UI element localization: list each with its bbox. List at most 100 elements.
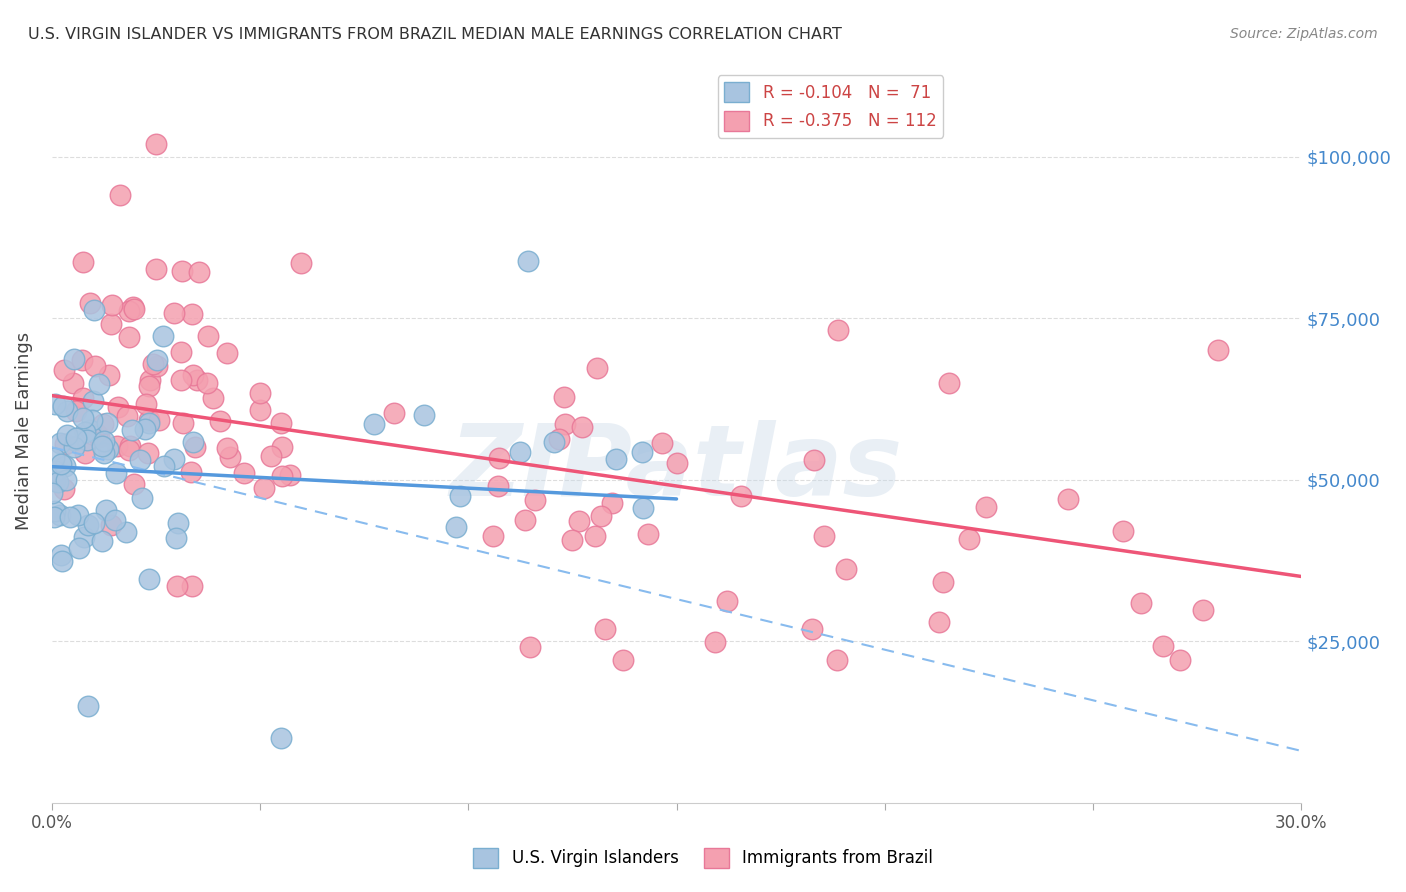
Point — [602, 496, 624, 510]
Point — [519, 640, 541, 655]
Point — [932, 575, 955, 590]
Point — [547, 432, 569, 446]
Point — [197, 376, 219, 391]
Point — [79, 423, 101, 437]
Point — [63, 351, 86, 366]
Point — [270, 417, 292, 431]
Point — [232, 467, 254, 481]
Point — [105, 467, 128, 481]
Point — [181, 307, 204, 321]
Point — [488, 451, 510, 466]
Point — [49, 508, 72, 522]
Point — [55, 427, 77, 442]
Point — [170, 264, 193, 278]
Point — [169, 373, 191, 387]
Point — [827, 323, 849, 337]
Point — [107, 439, 129, 453]
Point — [86, 426, 108, 441]
Point — [513, 513, 536, 527]
Point — [523, 493, 546, 508]
Point — [72, 255, 94, 269]
Point — [249, 386, 271, 401]
Point — [97, 442, 120, 456]
Point — [138, 416, 160, 430]
Point — [51, 554, 73, 568]
Point — [363, 417, 385, 431]
Point — [53, 482, 76, 496]
Point — [70, 353, 93, 368]
Point — [561, 533, 583, 548]
Point — [146, 359, 169, 373]
Point — [62, 433, 84, 447]
Point — [1206, 343, 1229, 358]
Point — [208, 414, 231, 428]
Point — [79, 296, 101, 310]
Point — [482, 529, 505, 543]
Point — [181, 435, 204, 450]
Point — [631, 444, 654, 458]
Point — [90, 439, 112, 453]
Point — [98, 368, 121, 383]
Point — [165, 531, 187, 545]
Point — [197, 328, 219, 343]
Point — [118, 442, 141, 457]
Point — [93, 434, 115, 449]
Point — [253, 481, 276, 495]
Point — [138, 572, 160, 586]
Point — [83, 303, 105, 318]
Point — [122, 476, 145, 491]
Point — [138, 413, 160, 427]
Point — [290, 256, 312, 270]
Point — [83, 516, 105, 530]
Point — [122, 302, 145, 317]
Text: U.S. VIRGIN ISLANDER VS IMMIGRANTS FROM BRAZIL MEDIAN MALE EARNINGS CORRELATION : U.S. VIRGIN ISLANDER VS IMMIGRANTS FROM … — [28, 27, 842, 42]
Point — [118, 303, 141, 318]
Point — [637, 526, 659, 541]
Point — [100, 317, 122, 331]
Point — [93, 445, 115, 459]
Point — [49, 548, 72, 562]
Point — [65, 431, 87, 445]
Point — [666, 456, 689, 470]
Point — [605, 451, 627, 466]
Point — [139, 373, 162, 387]
Point — [115, 524, 138, 539]
Point — [278, 467, 301, 482]
Point — [87, 430, 110, 444]
Point — [180, 579, 202, 593]
Point — [1129, 597, 1152, 611]
Point — [76, 433, 98, 447]
Point — [586, 360, 609, 375]
Point — [145, 262, 167, 277]
Point — [72, 391, 94, 405]
Point — [486, 479, 509, 493]
Point — [180, 465, 202, 479]
Point — [186, 373, 208, 387]
Point — [136, 446, 159, 460]
Point — [100, 518, 122, 533]
Point — [1112, 524, 1135, 538]
Point — [571, 420, 593, 434]
Point — [1152, 639, 1174, 653]
Point — [957, 532, 980, 546]
Point — [67, 541, 90, 555]
Point — [145, 136, 167, 151]
Point — [553, 390, 575, 404]
Point — [44, 509, 66, 524]
Point — [1192, 603, 1215, 617]
Point — [188, 265, 211, 279]
Point — [260, 449, 283, 463]
Point — [120, 439, 142, 453]
Point — [716, 593, 738, 607]
Point — [152, 329, 174, 343]
Point — [128, 453, 150, 467]
Point — [104, 514, 127, 528]
Point — [166, 579, 188, 593]
Point — [84, 359, 107, 373]
Point — [41, 485, 63, 500]
Point — [928, 615, 950, 629]
Point — [107, 400, 129, 414]
Point — [509, 444, 531, 458]
Point — [270, 468, 292, 483]
Legend: U.S. Virgin Islanders, Immigrants from Brazil: U.S. Virgin Islanders, Immigrants from B… — [467, 841, 939, 875]
